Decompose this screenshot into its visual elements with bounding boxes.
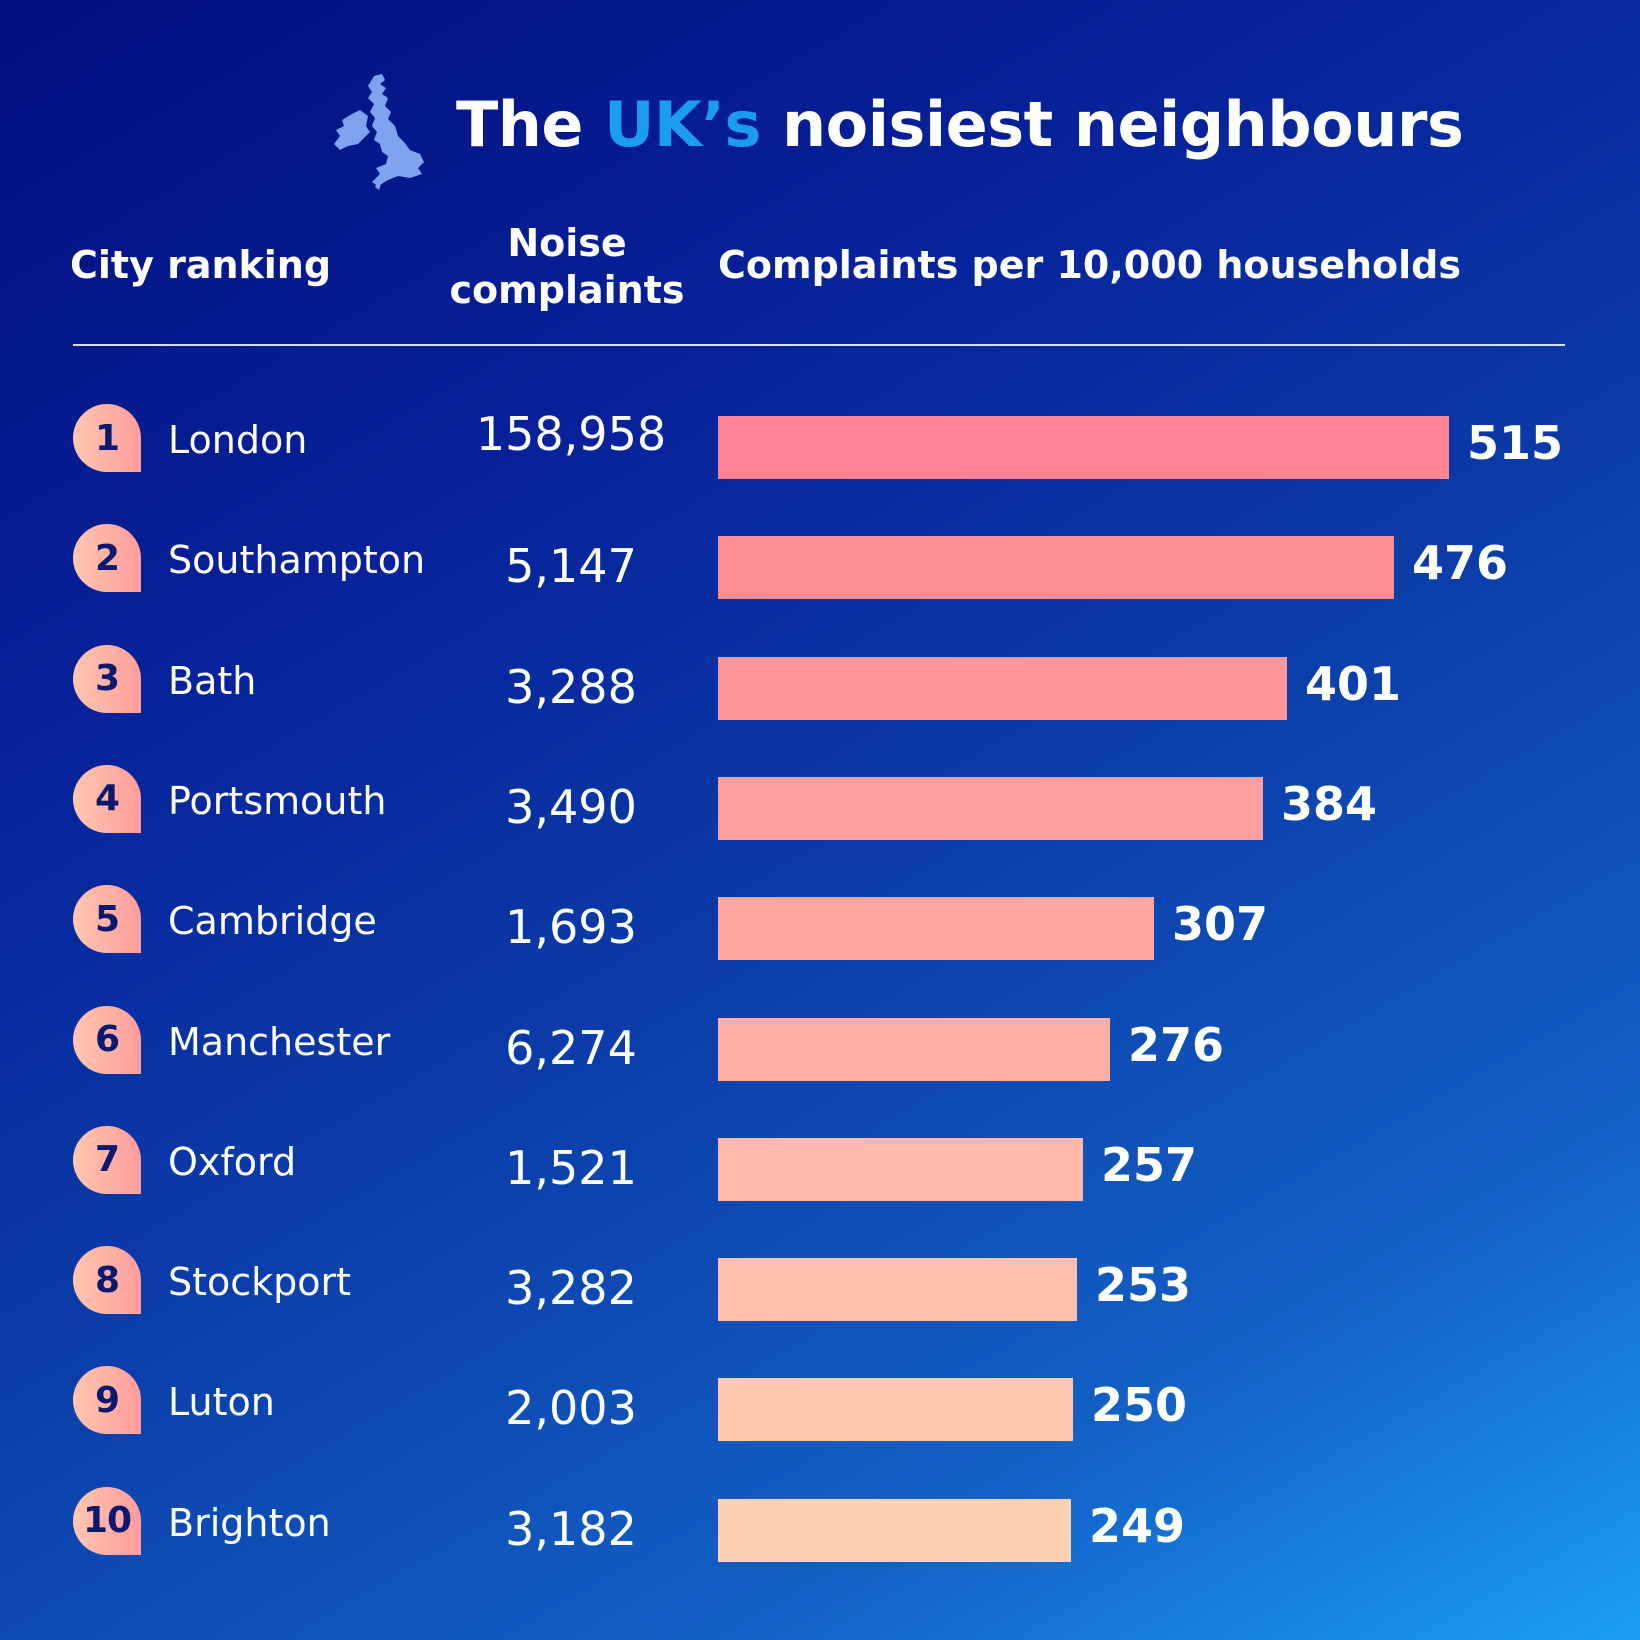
header-divider <box>73 344 1565 346</box>
noise-complaints-value: 3,282 <box>505 1261 637 1316</box>
bar-brighton <box>718 1498 1071 1562</box>
rank-badge: 3 <box>73 644 141 713</box>
bar-cambridge <box>718 897 1154 961</box>
uk-map-icon <box>334 74 424 190</box>
rank-badge: 5 <box>73 885 141 954</box>
bar-southampton <box>718 536 1394 600</box>
bar-value-label: 401 <box>1305 656 1402 711</box>
bar-luton <box>718 1378 1073 1442</box>
noise-complaints-value: 3,288 <box>505 659 637 714</box>
bar-value-label: 476 <box>1412 536 1509 591</box>
bar-oxford <box>718 1137 1083 1201</box>
rank-badge: 4 <box>73 764 141 833</box>
bar-value-label: 250 <box>1091 1378 1188 1433</box>
bar-value-label: 257 <box>1101 1137 1198 1192</box>
city-name: Stockport <box>168 1260 352 1305</box>
bar-value-label: 307 <box>1172 897 1269 952</box>
city-name: Brighton <box>168 1500 331 1545</box>
table-row: 9 Luton 2,003 250 <box>0 0 1640 1442</box>
city-name: Oxford <box>168 1139 297 1184</box>
bar-portsmouth <box>718 776 1263 840</box>
noise-complaints-value: 1,693 <box>505 900 637 955</box>
noise-complaints-value: 5,147 <box>505 539 637 594</box>
table-row: 6 Manchester 6,274 276 <box>0 0 1640 1081</box>
title-suffix: noisiest neighbours <box>760 88 1464 161</box>
table-row: 4 Portsmouth 3,490 384 <box>0 0 1640 840</box>
table-row: 5 Cambridge 1,693 307 <box>0 0 1640 961</box>
bar-value-label: 384 <box>1281 776 1378 831</box>
noise-complaints-value: 2,003 <box>505 1381 637 1436</box>
title-accent: UK’s <box>604 88 761 161</box>
title-prefix: The <box>456 88 605 161</box>
city-name: Manchester <box>168 1019 391 1064</box>
noise-complaints-value: 3,490 <box>505 779 637 834</box>
city-name: Cambridge <box>168 899 377 944</box>
rank-badge: 2 <box>73 524 141 593</box>
table-row: 8 Stockport 3,282 253 <box>0 0 1640 1322</box>
chart-title: The UK’s noisiest neighbours <box>456 88 1464 161</box>
table-row: 1 London 158,958 515 <box>0 0 1640 479</box>
bar-london <box>718 416 1449 479</box>
table-row: 7 Oxford 1,521 257 <box>0 0 1640 1201</box>
rank-badge: 9 <box>73 1366 141 1435</box>
bar-value-label: 515 <box>1467 416 1564 470</box>
header-noise-line1: Noise <box>507 221 627 265</box>
header-complaints-rate: Complaints per 10,000 households <box>718 243 1461 287</box>
noise-complaints-value: 3,182 <box>505 1501 637 1556</box>
rank-badge: 7 <box>73 1125 141 1194</box>
city-name: London <box>168 418 308 462</box>
city-name: Southampton <box>168 538 426 583</box>
rank-badge: 8 <box>73 1246 141 1315</box>
bar-value-label: 276 <box>1128 1017 1225 1072</box>
header-noise-line2: complaints <box>449 268 685 312</box>
city-name: Luton <box>168 1380 275 1425</box>
bar-bath <box>718 656 1287 720</box>
header-noise-complaints: Noise complaints <box>438 220 696 314</box>
rank-badge: 6 <box>73 1005 141 1074</box>
header-city-ranking: City ranking <box>70 243 332 287</box>
table-row: 2 Southampton 5,147 476 <box>0 0 1640 600</box>
table-row: 3 Bath 3,288 401 <box>0 0 1640 720</box>
city-name: Portsmouth <box>168 778 387 823</box>
table-row: 10 Brighton 3,182 249 <box>0 0 1640 1562</box>
noise-complaints-value: 1,521 <box>505 1140 637 1195</box>
noise-complaints-value: 158,958 <box>475 407 667 461</box>
city-name: Bath <box>168 658 257 703</box>
bar-stockport <box>718 1258 1077 1322</box>
noise-complaints-value: 6,274 <box>505 1020 637 1075</box>
bar-value-label: 249 <box>1089 1498 1186 1553</box>
rank-badge: 10 <box>73 1486 141 1555</box>
bar-value-label: 253 <box>1095 1258 1192 1313</box>
rank-badge: 1 <box>73 404 141 472</box>
bar-manchester <box>718 1017 1110 1081</box>
